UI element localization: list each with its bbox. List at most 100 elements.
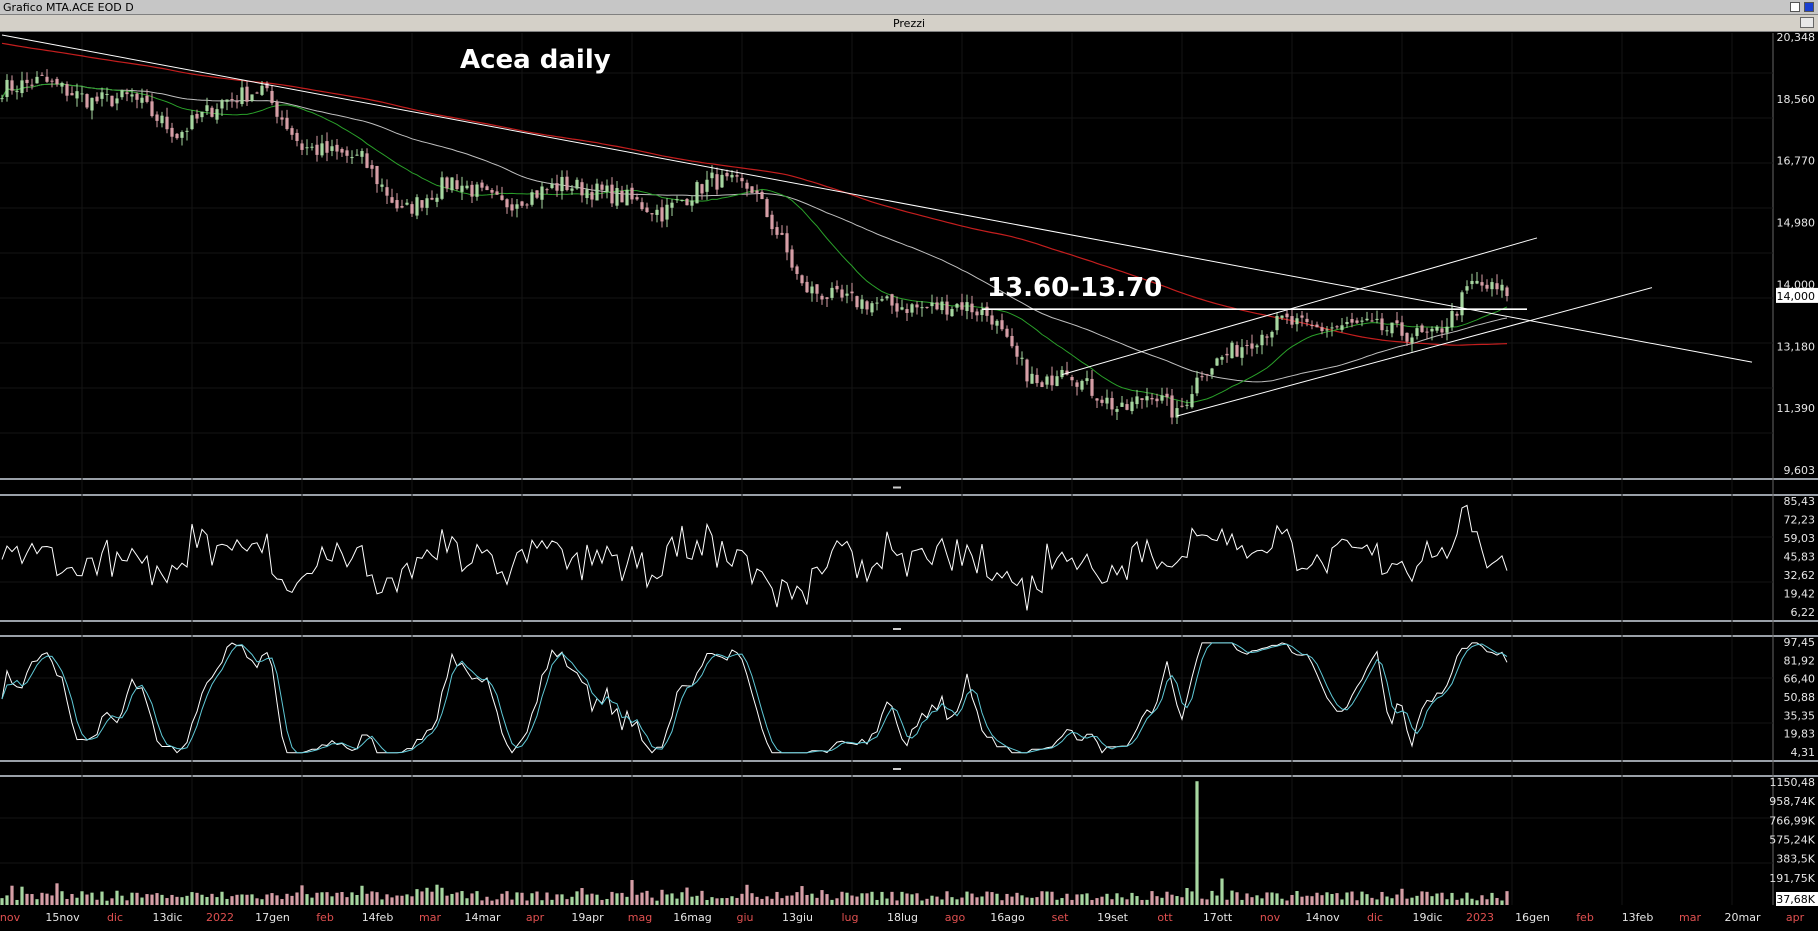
volume-bar xyxy=(140,897,144,905)
panel-separator xyxy=(0,760,1818,778)
volume-bar xyxy=(1400,888,1404,905)
candle-up xyxy=(1060,369,1064,378)
candle-up xyxy=(885,296,889,299)
volume-bar xyxy=(1095,898,1099,905)
last-volume-box xyxy=(1776,892,1818,906)
volume-bar xyxy=(135,892,139,905)
volume-bar xyxy=(1100,896,1104,905)
volume-bar xyxy=(1230,890,1234,905)
volume-bar xyxy=(770,898,774,905)
rsi-tick-label: 59,03 xyxy=(1784,532,1816,545)
x-axis-label: 18lug xyxy=(887,911,918,924)
stoch-tick-label: 19,83 xyxy=(1784,728,1816,741)
volume-bar xyxy=(115,890,119,905)
candle-up xyxy=(695,182,699,204)
candle-down xyxy=(555,183,559,191)
stochastic-panel[interactable] xyxy=(1,642,1508,754)
x-axis-label: 2022 xyxy=(206,911,234,924)
volume-bar xyxy=(305,894,309,905)
candle-up xyxy=(675,199,679,201)
candle-up xyxy=(250,94,254,101)
candle-down xyxy=(55,78,59,85)
volume-bar xyxy=(1000,900,1004,905)
candle-down xyxy=(175,133,179,139)
candle-down xyxy=(760,191,764,200)
sma-short-line xyxy=(1,83,1508,404)
volume-bar xyxy=(915,893,919,905)
candle-down xyxy=(1075,382,1079,387)
price-panel[interactable] xyxy=(0,34,1753,425)
volume-bar xyxy=(495,899,499,905)
candle-down xyxy=(1000,320,1004,330)
volume-bar xyxy=(1085,893,1089,905)
candle-down xyxy=(1315,324,1319,328)
stoch-tick-label: 97,45 xyxy=(1784,636,1816,649)
volume-bar xyxy=(45,893,49,905)
volume-bar xyxy=(650,897,654,905)
restore-button[interactable] xyxy=(1790,2,1800,12)
volume-bar xyxy=(820,890,824,905)
candle-down xyxy=(1305,318,1309,323)
volume-bar xyxy=(1115,893,1119,905)
volume-bar xyxy=(1490,892,1494,905)
volume-tick-label: 1150,48 xyxy=(1770,776,1816,789)
candle-down xyxy=(245,86,249,102)
volume-panel[interactable] xyxy=(0,781,1509,905)
candle-up xyxy=(310,146,314,148)
volume-bar xyxy=(810,893,814,905)
volume-bar xyxy=(640,892,644,905)
volume-bar xyxy=(1055,899,1059,905)
panel-resize-handle[interactable] xyxy=(893,628,901,630)
candle-down xyxy=(40,74,44,76)
panel-scroll-button[interactable] xyxy=(1800,17,1814,28)
candle-up xyxy=(425,198,429,208)
candle-up xyxy=(1105,397,1109,404)
volume-bar xyxy=(1500,900,1504,905)
candle-up xyxy=(575,179,579,189)
candle-up xyxy=(950,308,954,317)
candle-up xyxy=(1045,376,1049,385)
rsi-panel[interactable] xyxy=(1,504,1508,611)
volume-bar xyxy=(525,900,529,905)
volume-bar xyxy=(575,891,579,905)
candle-down xyxy=(25,79,29,84)
candle-down xyxy=(740,177,744,182)
candle-up xyxy=(705,179,709,192)
panel-separator xyxy=(0,478,1818,497)
volume-bar xyxy=(340,892,344,905)
volume-bar xyxy=(25,893,29,905)
volume-bar xyxy=(1325,892,1329,905)
candle-up xyxy=(1195,377,1199,394)
volume-bar xyxy=(450,893,454,905)
volume-bar xyxy=(300,885,304,905)
candle-down xyxy=(1095,398,1099,401)
volume-bar xyxy=(295,892,299,905)
candle-down xyxy=(1440,328,1444,333)
volume-bar xyxy=(1435,893,1439,905)
volume-bar xyxy=(430,891,434,905)
volume-bar xyxy=(1380,891,1384,905)
candle-down xyxy=(600,184,604,190)
candle-down xyxy=(235,101,239,103)
volume-bar xyxy=(945,891,949,905)
panel-resize-handle[interactable] xyxy=(893,768,901,770)
rsi-tick-label: 32,62 xyxy=(1784,569,1816,582)
candle-up xyxy=(1085,378,1089,382)
candle-up xyxy=(380,184,384,187)
panel-resize-handle[interactable] xyxy=(893,486,901,489)
volume-bar xyxy=(190,892,194,905)
candle-down xyxy=(430,197,434,200)
candle-up xyxy=(665,204,669,220)
candle-down xyxy=(1010,335,1014,347)
close-button[interactable] xyxy=(1804,2,1814,12)
stoch-k-line xyxy=(1,642,1508,754)
volume-bar xyxy=(0,898,4,905)
candle-up xyxy=(860,299,864,309)
candle-down xyxy=(735,175,739,177)
candle-down xyxy=(1110,397,1114,410)
candle-up xyxy=(1275,315,1279,331)
volume-bar xyxy=(1130,892,1134,905)
volume-bar xyxy=(685,887,689,905)
volume-bar xyxy=(1225,899,1229,905)
